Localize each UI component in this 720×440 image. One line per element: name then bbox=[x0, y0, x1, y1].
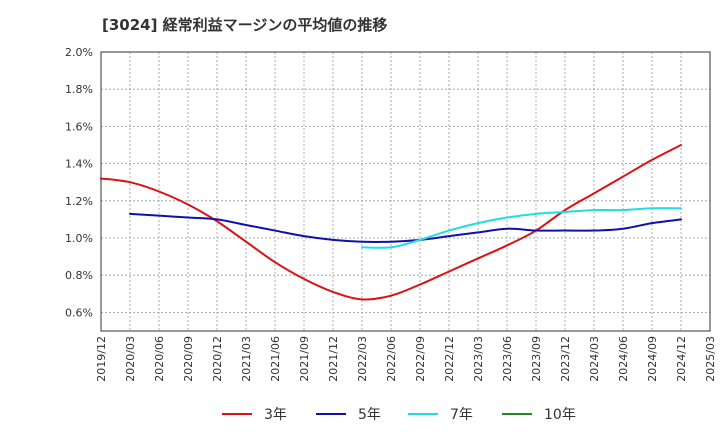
x-tick-label: 2021/09 bbox=[298, 336, 311, 382]
y-tick-label: 2.0% bbox=[65, 46, 93, 59]
x-tick-label: 2024/09 bbox=[646, 336, 659, 382]
series-line-2 bbox=[361, 207, 682, 249]
x-tick-label: 2020/12 bbox=[211, 336, 224, 382]
y-axis-ticks: 0.6% 0.8% 1.0% 1.2% 1.4% 1.6% 1.8% 2.0% bbox=[65, 46, 93, 319]
x-tick-label: 2022/06 bbox=[385, 336, 398, 382]
legend-label: 3年 bbox=[264, 407, 287, 423]
legend-label: 7年 bbox=[450, 407, 473, 423]
legend-label: 5年 bbox=[358, 407, 381, 423]
x-tick-label: 2022/03 bbox=[356, 336, 369, 382]
x-tick-label: 2025/03 bbox=[704, 336, 717, 382]
y-tick-label: 1.2% bbox=[65, 195, 93, 208]
x-tick-label: 2022/09 bbox=[414, 336, 427, 382]
series-line-1 bbox=[129, 212, 682, 243]
chart-title: [3024] 経常利益マージンの平均値の推移 bbox=[102, 16, 387, 34]
series-line-0 bbox=[100, 144, 682, 301]
y-tick-label: 1.8% bbox=[65, 83, 93, 96]
legend-label: 10年 bbox=[544, 407, 576, 423]
x-tick-label: 2022/12 bbox=[443, 336, 456, 382]
x-tick-label: 2023/06 bbox=[501, 336, 514, 382]
x-tick-label: 2023/09 bbox=[530, 336, 543, 382]
x-tick-label: 2021/03 bbox=[240, 336, 253, 382]
x-tick-label: 2020/06 bbox=[153, 336, 166, 382]
x-tick-label: 2021/06 bbox=[269, 336, 282, 382]
y-tick-label: 1.4% bbox=[65, 158, 93, 171]
grid bbox=[101, 52, 710, 331]
x-tick-label: 2020/03 bbox=[124, 336, 137, 382]
x-tick-label: 2024/06 bbox=[617, 336, 630, 382]
x-tick-label: 2019/12 bbox=[95, 336, 108, 382]
x-tick-label: 2021/12 bbox=[327, 336, 340, 382]
x-tick-label: 2024/03 bbox=[588, 336, 601, 382]
x-tick-label: 2020/09 bbox=[182, 336, 195, 382]
x-tick-label: 2024/12 bbox=[675, 336, 688, 382]
y-tick-label: 0.8% bbox=[65, 269, 93, 282]
plot-frame bbox=[100, 51, 711, 332]
y-tick-label: 1.0% bbox=[65, 232, 93, 245]
series-lines bbox=[100, 144, 682, 301]
y-tick-label: 1.6% bbox=[65, 120, 93, 133]
x-tick-label: 2023/12 bbox=[559, 336, 572, 382]
legend: 3年 5年 7年 10年 bbox=[222, 407, 576, 423]
x-axis-ticks: 2019/12 2020/03 2020/06 2020/09 2020/12 2021/… bbox=[95, 336, 717, 382]
x-tick-label: 2023/03 bbox=[472, 336, 485, 382]
y-tick-label: 0.6% bbox=[65, 306, 93, 319]
